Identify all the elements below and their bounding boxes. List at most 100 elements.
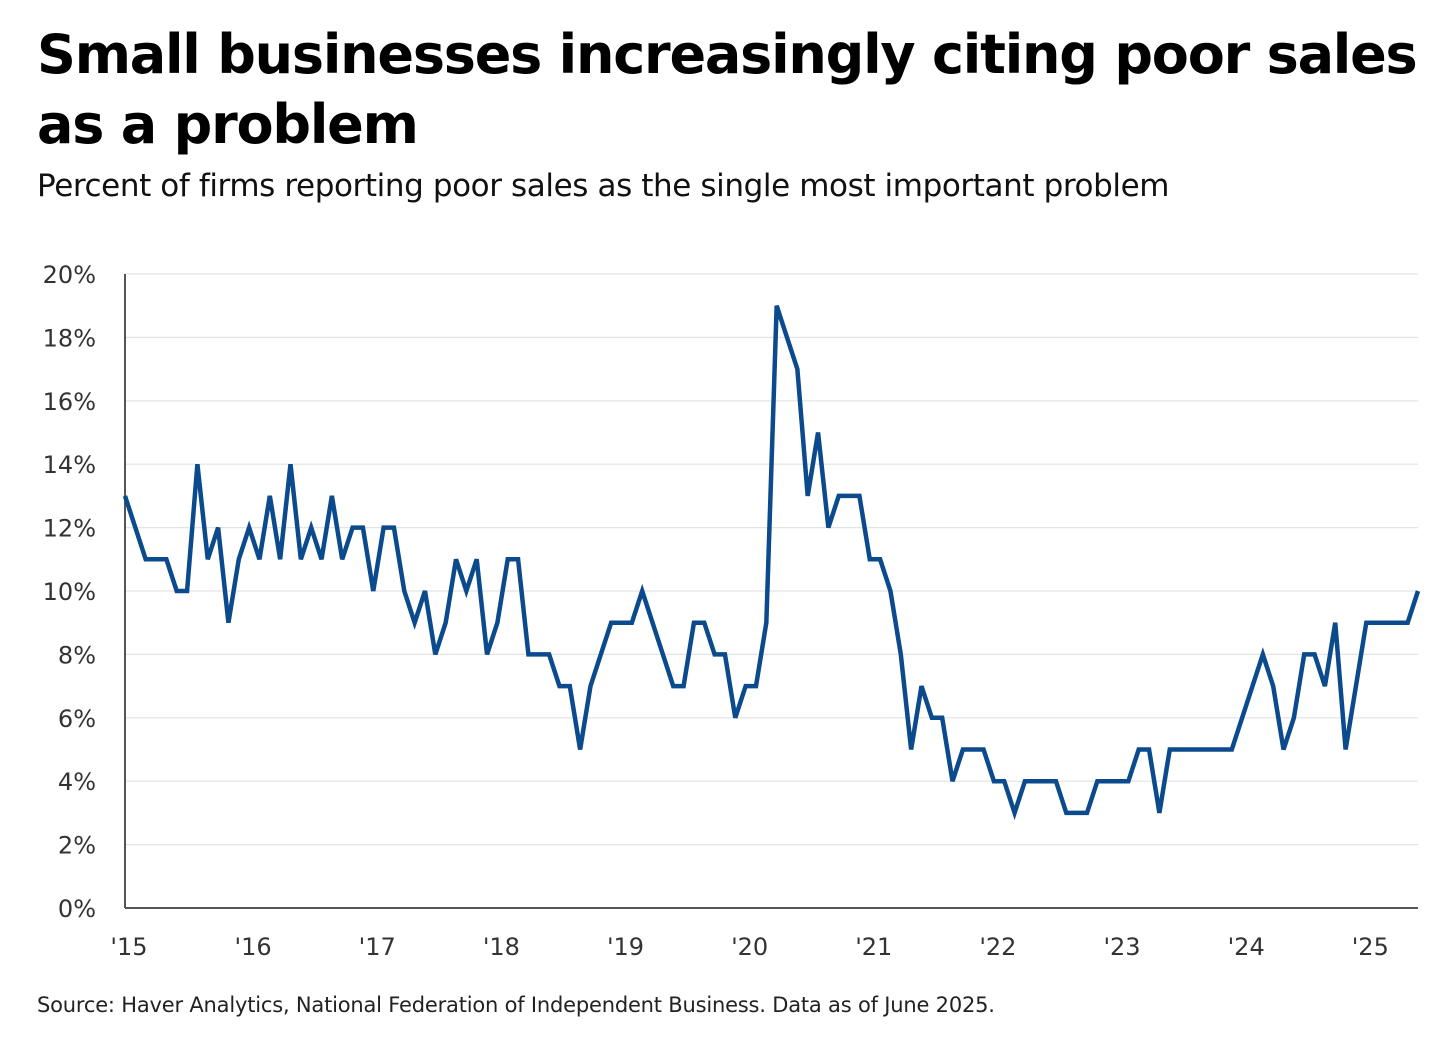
- data-point: [775, 304, 779, 308]
- data-point: [299, 557, 303, 561]
- data-point: [351, 526, 355, 530]
- data-point: [868, 557, 872, 561]
- y-axis-tick-labels: 0% 2% 4% 6% 8% 10% 12% 14% 16% 18% 20%: [43, 261, 96, 923]
- data-point: [764, 621, 768, 625]
- data-point: [661, 652, 665, 656]
- x-tick-label: '19: [607, 933, 644, 961]
- data-point: [1085, 811, 1089, 815]
- data-point: [268, 494, 272, 498]
- data-point: [175, 589, 179, 593]
- data-point: [1033, 779, 1037, 783]
- data-point: [599, 652, 603, 656]
- data-point: [1416, 589, 1420, 593]
- data-point: [123, 494, 127, 498]
- data-point: [1126, 779, 1130, 783]
- data-point: [609, 621, 613, 625]
- data-point: [982, 748, 986, 752]
- data-point: [588, 684, 592, 688]
- data-point: [1002, 779, 1006, 783]
- data-point: [1137, 748, 1141, 752]
- data-point: [557, 684, 561, 688]
- y-tick-label: 20%: [43, 261, 96, 289]
- data-point: [1271, 684, 1275, 688]
- data-point: [1199, 748, 1203, 752]
- data-point: [330, 494, 334, 498]
- data-point: [144, 557, 148, 561]
- data-point: [164, 557, 168, 561]
- data-point: [568, 684, 572, 688]
- data-point: [951, 779, 955, 783]
- data-point: [340, 557, 344, 561]
- data-point: [744, 684, 748, 688]
- data-point: [154, 557, 158, 561]
- data-point: [1230, 748, 1234, 752]
- data-point: [713, 652, 717, 656]
- data-point: [1178, 748, 1182, 752]
- data-point: [216, 526, 220, 530]
- y-tick-label: 14%: [43, 451, 96, 479]
- x-tick-label: '24: [1228, 933, 1265, 961]
- data-point: [857, 494, 861, 498]
- x-tick-label: '23: [1103, 933, 1140, 961]
- data-point: [413, 621, 417, 625]
- data-point: [226, 621, 230, 625]
- data-point: [133, 526, 137, 530]
- x-tick-label: '22: [979, 933, 1016, 961]
- series-poor-sales: [122, 304, 1421, 821]
- data-point: [847, 494, 851, 498]
- data-point: [1323, 684, 1327, 688]
- data-point: [899, 652, 903, 656]
- data-point: [1364, 621, 1368, 625]
- data-point: [1395, 621, 1399, 625]
- y-tick-label: 10%: [43, 578, 96, 606]
- data-point: [837, 494, 841, 498]
- data-point: [464, 589, 468, 593]
- data-point: [1282, 748, 1286, 752]
- data-point: [578, 748, 582, 752]
- data-point: [1240, 716, 1244, 720]
- data-point: [516, 557, 520, 561]
- data-point: [195, 462, 199, 466]
- data-point: [1333, 621, 1337, 625]
- data-point: [289, 462, 293, 466]
- data-point: [878, 557, 882, 561]
- data-point: [1292, 716, 1296, 720]
- data-point: [682, 684, 686, 688]
- data-point: [971, 748, 975, 752]
- data-point: [754, 684, 758, 688]
- data-point: [1106, 779, 1110, 783]
- data-point: [785, 335, 789, 339]
- data-point: [640, 589, 644, 593]
- data-point: [1344, 748, 1348, 752]
- data-point: [547, 652, 551, 656]
- data-point: [371, 589, 375, 593]
- data-point: [620, 621, 624, 625]
- x-tick-label: '25: [1352, 933, 1389, 961]
- data-point: [278, 557, 282, 561]
- data-point: [909, 748, 913, 752]
- y-tick-label: 6%: [58, 705, 96, 733]
- data-point: [475, 557, 479, 561]
- data-point: [671, 684, 675, 688]
- data-point: [237, 557, 241, 561]
- data-point: [630, 621, 634, 625]
- data-point: [1209, 748, 1213, 752]
- data-point: [692, 621, 696, 625]
- data-point: [795, 367, 799, 371]
- data-point: [961, 748, 965, 752]
- data-point: [919, 684, 923, 688]
- data-point: [940, 716, 944, 720]
- chart-subtitle: Percent of firms reporting poor sales as…: [37, 168, 1170, 204]
- data-point: [733, 716, 737, 720]
- data-point: [309, 526, 313, 530]
- axes: [124, 274, 1418, 909]
- data-point: [1261, 652, 1265, 656]
- y-tick-label: 18%: [43, 324, 96, 352]
- data-point: [1313, 652, 1317, 656]
- data-point: [433, 652, 437, 656]
- data-point: [1219, 748, 1223, 752]
- data-point: [651, 621, 655, 625]
- y-tick-label: 0%: [58, 895, 96, 923]
- data-point: [1013, 811, 1017, 815]
